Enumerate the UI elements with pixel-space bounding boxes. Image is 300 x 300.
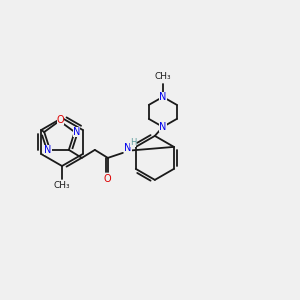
Text: N: N	[159, 122, 166, 132]
Text: O: O	[103, 174, 111, 184]
Text: O: O	[57, 115, 64, 125]
Text: CH₃: CH₃	[54, 181, 70, 190]
Text: H: H	[130, 138, 136, 147]
Text: CH₃: CH₃	[154, 72, 171, 81]
Text: N: N	[73, 127, 80, 137]
Text: N: N	[124, 143, 131, 153]
Text: N: N	[44, 145, 52, 155]
Text: N: N	[159, 92, 166, 102]
